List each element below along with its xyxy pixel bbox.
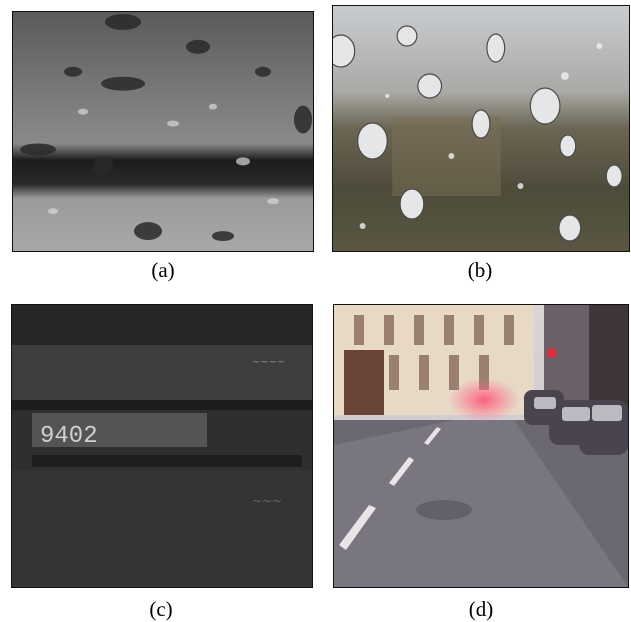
caption-d: (d)	[468, 597, 494, 621]
image-panel-b	[332, 5, 630, 252]
svg-text:~~~: ~~~	[252, 494, 282, 508]
caption-a: (a)	[151, 258, 175, 282]
raindrops-grayscale-image	[13, 12, 313, 251]
image-panel-a	[12, 11, 314, 252]
caption-b: (b)	[467, 258, 493, 282]
image-panel-d	[333, 304, 629, 588]
raindrops-color-image	[333, 6, 629, 251]
display-panel-image: 9402 ~~~~ ~~~	[12, 305, 312, 587]
image-panel-c: 9402 ~~~~ ~~~	[11, 304, 313, 588]
caption-c: (c)	[149, 597, 173, 621]
display-digits: 9402	[40, 423, 98, 450]
street-scene-image	[334, 305, 628, 587]
svg-text:~~~~: ~~~~	[252, 357, 286, 368]
